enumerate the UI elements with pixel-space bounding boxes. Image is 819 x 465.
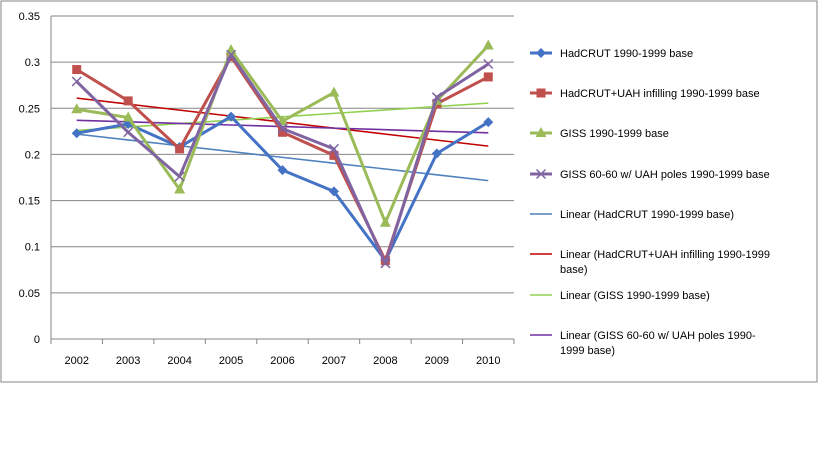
y-tick-label: 0.15 xyxy=(19,196,40,208)
legend-item: Linear (HadCRUT+UAH infilling 1990-1999 b… xyxy=(530,249,770,276)
data-point xyxy=(535,127,547,137)
data-point xyxy=(122,111,134,122)
data-point xyxy=(174,171,185,182)
data-point xyxy=(72,65,82,75)
data-point xyxy=(123,96,133,106)
data-point xyxy=(174,183,186,194)
data-point xyxy=(328,143,339,154)
y-tick-label: 0.25 xyxy=(19,103,40,115)
legend-label: Linear (HadCRUT+UAH infilling 1990-1999 xyxy=(560,249,770,261)
data-point xyxy=(482,39,494,50)
x-tick-label: 2006 xyxy=(270,355,294,367)
data-point xyxy=(71,103,83,114)
legend-item: Linear (HadCRUT 1990-1999 base) xyxy=(530,209,734,221)
y-tick-label: 0.3 xyxy=(25,57,40,69)
y-tick-label: 0.2 xyxy=(25,149,40,161)
x-tick-label: 2008 xyxy=(373,355,397,367)
legend-label: HadCRUT 1990-1999 base xyxy=(560,48,693,60)
x-tick-label: 2007 xyxy=(322,355,346,367)
legend-item: Linear (GISS 60-60 w/ UAH poles 1990- 199… xyxy=(530,330,756,357)
data-point xyxy=(328,86,340,97)
legend-item: Linear (GISS 1990-1999 base) xyxy=(530,290,710,302)
data-point xyxy=(535,168,547,180)
x-tick-label: 2009 xyxy=(425,355,449,367)
legend-label: HadCRUT+UAH infilling 1990-1999 base xyxy=(560,88,760,100)
legend-item: HadCRUT 1990-1999 base xyxy=(530,48,693,60)
legend-item: GISS 1990-1999 base xyxy=(530,127,669,140)
x-tick-label: 2010 xyxy=(476,355,500,367)
data-point xyxy=(226,111,237,122)
data-point xyxy=(277,165,288,176)
legend-label: Linear (GISS 60-60 w/ UAH poles 1990- xyxy=(560,330,756,342)
y-tick-label: 0.35 xyxy=(19,11,40,23)
data-point xyxy=(123,127,134,138)
legend-label: GISS 1990-1999 base xyxy=(560,128,669,140)
data-point xyxy=(175,144,185,154)
data-point xyxy=(380,258,391,269)
data-point xyxy=(71,128,82,139)
data-point xyxy=(278,127,287,137)
data-point xyxy=(483,72,493,82)
data-point xyxy=(329,150,339,160)
gridlines xyxy=(51,15,514,294)
y-tick-label: 0 xyxy=(34,334,40,346)
data-point xyxy=(277,123,288,134)
data-point xyxy=(431,92,442,103)
legend-item: GISS 60-60 w/ UAH poles 1990-1999 base xyxy=(530,168,770,181)
x-tick-label: 2004 xyxy=(167,355,191,367)
data-point xyxy=(431,148,442,159)
legend-label: Linear (HadCRUT 1990-1999 base) xyxy=(560,209,734,221)
y-tick-label: 0.1 xyxy=(25,242,40,254)
legend: HadCRUT 1990-1999 base HadCRUT+UAH infill… xyxy=(530,48,770,357)
legend-label: base) xyxy=(560,264,588,276)
legend-item: HadCRUT+UAH infilling 1990-1999 base xyxy=(530,88,760,100)
legend-label: GISS 60-60 w/ UAH poles 1990-1999 base xyxy=(560,169,770,181)
data-point xyxy=(328,186,339,197)
data-point xyxy=(379,216,391,227)
data-point xyxy=(483,58,494,70)
data-point xyxy=(483,117,494,128)
series-4 xyxy=(71,49,494,269)
x-tick-label: 2005 xyxy=(219,355,243,367)
data-point xyxy=(71,76,82,87)
axes: 0 0.05 0.1 0.15 0.2 0.25 0.3 0.35 2002 2003 2004 20… xyxy=(19,11,515,367)
legend-label: Linear (GISS 1990-1999 base) xyxy=(560,290,710,302)
data-point xyxy=(226,49,237,60)
x-tick-label: 2002 xyxy=(64,355,88,367)
x-tick-label: 2003 xyxy=(116,355,140,367)
legend-label: 1999 base) xyxy=(560,345,615,357)
series-layer xyxy=(71,39,494,269)
data-point xyxy=(536,88,546,98)
y-tick-label: 0.05 xyxy=(19,288,40,300)
data-point xyxy=(536,48,546,58)
